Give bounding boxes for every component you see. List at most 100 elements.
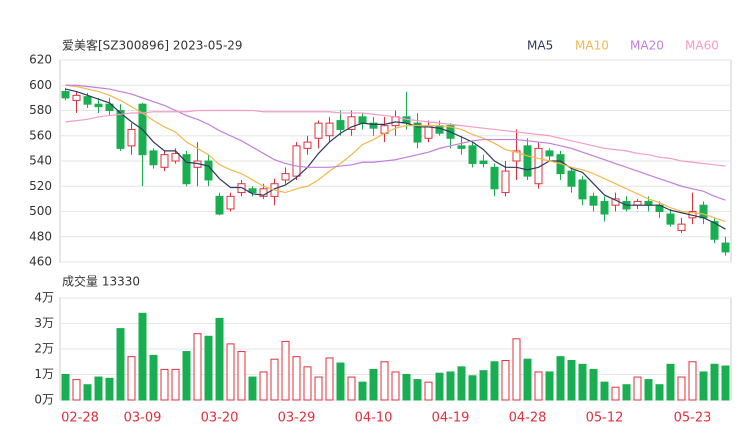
volume-bar — [303, 366, 312, 401]
volume-bar — [556, 356, 565, 401]
x-tick-label: 05-12 — [586, 411, 624, 426]
volume-bar — [479, 370, 488, 401]
candle-body — [534, 147, 543, 185]
volume-bar — [358, 381, 367, 401]
volume-bar — [435, 372, 444, 401]
volume-bar — [105, 377, 114, 401]
candle-body — [182, 154, 191, 185]
volume-bar — [699, 371, 708, 401]
volume-bar — [149, 354, 158, 401]
volume-bar — [534, 371, 543, 401]
volume-bar — [336, 362, 345, 401]
ma-line — [65, 84, 726, 201]
legend-entry: MA5 — [527, 39, 553, 53]
volume-bar — [248, 376, 257, 401]
candle-body — [710, 221, 719, 240]
volume-bar — [116, 328, 125, 401]
ma-line — [65, 88, 726, 230]
volume-bar — [259, 371, 268, 401]
volume-bar — [446, 371, 455, 401]
y-tick-label: 560 — [29, 128, 52, 142]
candle-body — [336, 120, 345, 130]
volume-bar — [688, 361, 697, 401]
candle-body — [413, 122, 422, 143]
candle-body — [567, 170, 576, 187]
candle-body — [248, 188, 257, 194]
y-tick-label: 1万 — [34, 367, 54, 381]
ma-line — [65, 84, 726, 223]
candle-body — [468, 145, 477, 165]
volume-bar — [314, 376, 323, 401]
volume-bar — [171, 368, 180, 401]
candle-body — [512, 150, 521, 162]
volume-bar — [578, 363, 587, 401]
volume-bar — [270, 358, 279, 401]
candle-body — [666, 213, 675, 225]
volume-bar — [369, 368, 378, 401]
y-tick-label: 520 — [29, 179, 52, 193]
volume-bar — [237, 351, 246, 401]
volume-bar — [182, 351, 191, 401]
candle-body — [226, 195, 235, 210]
candle-body — [61, 91, 70, 99]
candle-body — [325, 122, 334, 137]
volume-bar — [501, 359, 510, 401]
candle-body — [303, 141, 312, 149]
x-tick-label: 04-19 — [432, 411, 470, 426]
volume-bar — [325, 357, 334, 401]
candle-body — [699, 204, 708, 219]
candle-body — [105, 103, 114, 111]
x-tick-label: 02-28 — [61, 411, 99, 426]
y-tick-label: 3万 — [34, 316, 54, 330]
y-tick-label: 480 — [29, 229, 52, 243]
volume-bar — [347, 376, 356, 401]
volume-bar — [281, 340, 290, 401]
volume-bar — [160, 368, 169, 401]
candle-body — [358, 116, 367, 124]
y-tick-label: 600 — [29, 78, 52, 92]
volume-bar — [380, 361, 389, 401]
volume-bar — [292, 356, 301, 401]
candle-body — [215, 195, 224, 215]
y-tick-label: 620 — [29, 53, 52, 67]
candle-body — [83, 96, 92, 105]
volume-bar — [94, 376, 103, 401]
volume-bar — [457, 366, 466, 401]
y-tick-label: 2万 — [34, 342, 54, 356]
candle-body — [589, 195, 598, 206]
candle-body — [501, 170, 510, 194]
volume-bar — [215, 317, 224, 401]
volume-bar — [589, 368, 598, 401]
candle-body — [292, 145, 301, 177]
candle-body — [171, 152, 180, 162]
candle-body — [479, 160, 488, 165]
volume-bar — [622, 384, 631, 401]
candle-body — [204, 160, 213, 181]
candle-body — [149, 150, 158, 166]
volume-bar — [666, 363, 675, 401]
ma-line — [65, 109, 726, 167]
volume-bar — [600, 381, 609, 401]
volume-bar — [644, 379, 653, 401]
volume-bar — [204, 335, 213, 401]
candle-body — [391, 116, 400, 127]
volume-bar — [633, 376, 642, 401]
volume-bar — [127, 356, 136, 401]
volume-bar — [611, 386, 620, 401]
legend-entry: MA10 — [575, 39, 609, 53]
candle-body — [314, 122, 323, 139]
volume-bar — [226, 343, 235, 401]
candle-body — [490, 166, 499, 190]
volume-bar — [193, 333, 202, 401]
x-tick-label: 03-20 — [201, 411, 239, 426]
candle-body — [127, 128, 136, 147]
candle-body — [545, 150, 554, 157]
x-tick-label: 05-23 — [674, 411, 712, 426]
volume-bar — [61, 374, 70, 401]
candle-body — [116, 110, 125, 149]
candle-body — [281, 173, 290, 181]
volume-bar — [512, 338, 521, 401]
volume-bar — [677, 376, 686, 401]
legend-entry: MA60 — [685, 39, 719, 53]
